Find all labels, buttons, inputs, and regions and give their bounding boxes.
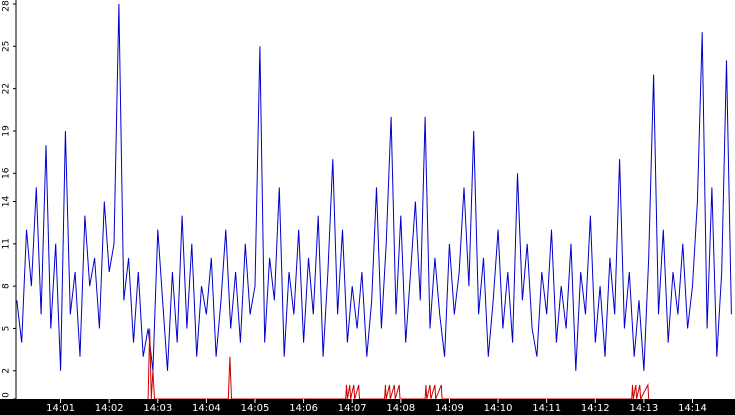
x-tick-label: 14:01 — [46, 403, 75, 414]
x-axis-ticks: 14:01 14:02 14:03 14:04 14:05 14:06 14:07 14:08… — [46, 399, 707, 414]
y-tick-label: 8 — [2, 283, 12, 289]
x-tick-label: 14:06 — [289, 403, 318, 414]
y-tick-label: 0 — [2, 392, 12, 398]
y-tick-label: 14 — [2, 196, 12, 208]
y-tick-label: 25 — [2, 41, 12, 52]
x-tick-label: 14:11 — [532, 403, 561, 414]
series-line-0 — [16, 3, 732, 371]
y-tick-label: 28 — [2, 0, 12, 12]
y-tick-label: 22 — [2, 83, 12, 94]
x-axis-band — [0, 399, 735, 415]
x-tick-label: 14:12 — [581, 403, 610, 414]
x-tick-label: 14:04 — [192, 403, 221, 414]
y-tick-label: 19 — [2, 125, 12, 137]
y-tick-label: 2 — [2, 368, 12, 374]
y-tick-label: 16 — [2, 167, 12, 179]
x-tick-label: 14:08 — [386, 403, 415, 414]
x-tick-label: 14:02 — [95, 403, 124, 414]
x-tick-label: 14:05 — [241, 403, 270, 414]
y-tick-label: 5 — [2, 326, 12, 332]
x-tick-label: 14:14 — [678, 403, 707, 414]
x-tick-label: 14:09 — [435, 403, 464, 414]
x-tick-label: 14:07 — [338, 403, 367, 414]
x-tick-label: 14:10 — [484, 403, 513, 414]
x-tick-label: 14:03 — [143, 403, 172, 414]
x-tick-label: 14:13 — [629, 403, 658, 414]
y-tick-label: 11 — [2, 238, 12, 249]
